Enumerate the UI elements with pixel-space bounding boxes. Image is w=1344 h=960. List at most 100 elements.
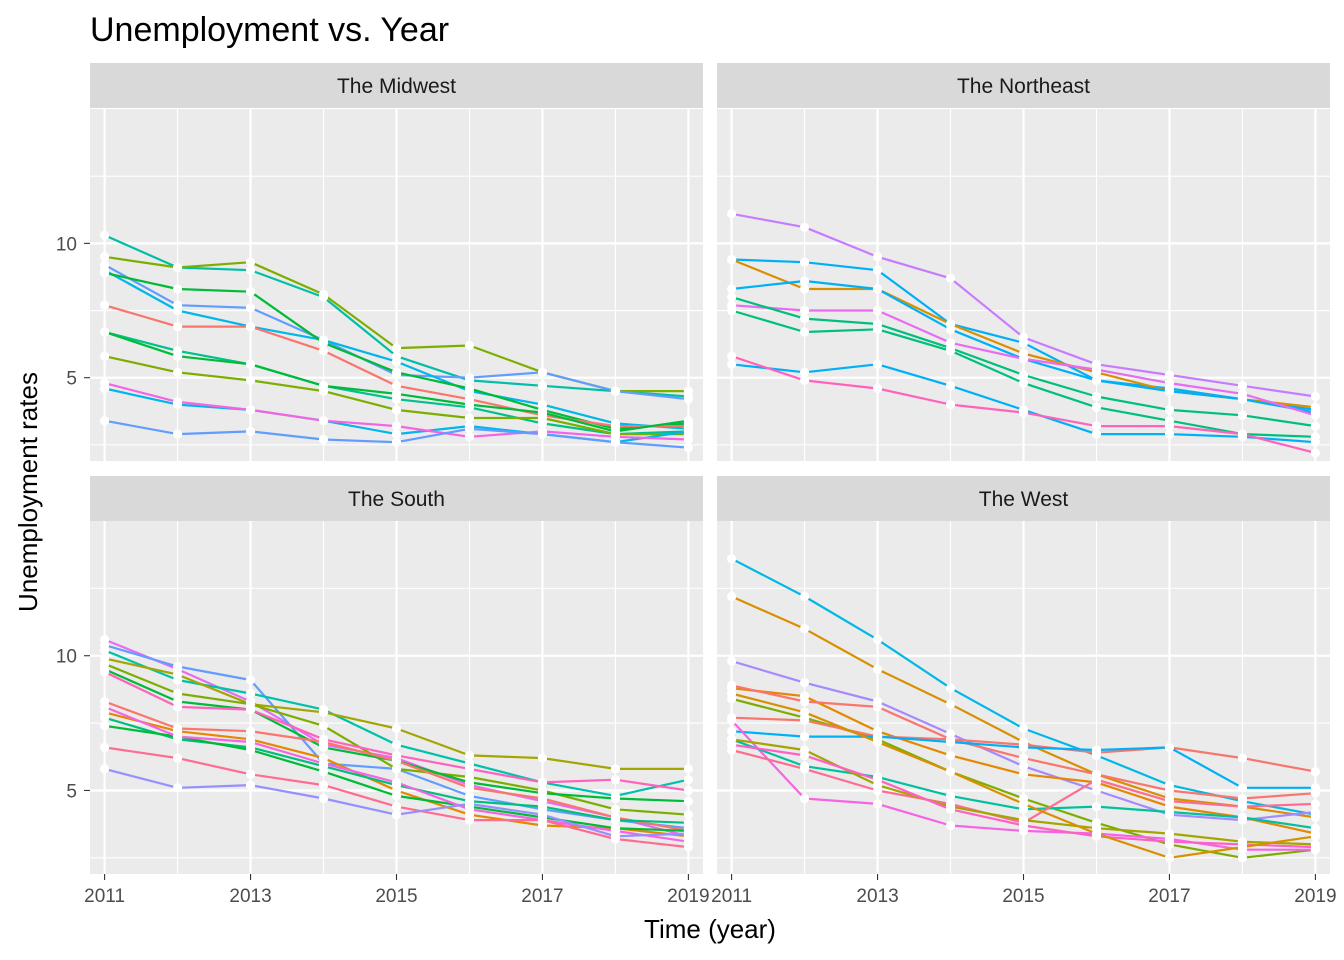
data-point: [683, 764, 694, 774]
data-point: [245, 426, 256, 437]
data-point: [1018, 742, 1029, 752]
data-point: [872, 265, 883, 275]
facet-strip-label: The Northeast: [957, 75, 1090, 98]
data-point: [99, 667, 110, 677]
data-point: [1237, 853, 1248, 863]
data-point: [172, 397, 183, 407]
data-point: [726, 740, 737, 750]
data-point: [99, 327, 110, 337]
data-point: [537, 367, 548, 377]
data-point: [726, 715, 737, 726]
data-point: [172, 262, 183, 273]
data-point: [1091, 375, 1102, 385]
x-tick-label: 2011: [711, 886, 752, 907]
data-point: [318, 416, 329, 426]
data-point: [537, 777, 548, 787]
data-point: [245, 322, 256, 332]
data-point: [726, 254, 737, 265]
data-point: [99, 416, 110, 426]
data-point: [391, 777, 402, 787]
data-point: [245, 303, 256, 313]
data-point: [1091, 365, 1102, 375]
y-tick-label: 5: [66, 781, 77, 802]
data-point: [799, 750, 810, 761]
data-point: [945, 399, 956, 410]
data-point: [1018, 378, 1029, 388]
y-tick-label: 5: [66, 369, 77, 390]
data-point: [1091, 745, 1102, 755]
data-point: [537, 413, 548, 423]
data-point: [1237, 812, 1248, 823]
data-point: [799, 707, 810, 717]
data-point: [464, 413, 475, 423]
data-point: [683, 386, 694, 396]
data-point: [1018, 370, 1029, 380]
data-point: [1237, 793, 1248, 804]
data-point: [1018, 761, 1029, 771]
data-point: [99, 351, 110, 361]
data-point: [245, 265, 256, 275]
data-point: [391, 810, 402, 820]
data-point: [1310, 421, 1321, 431]
data-point: [391, 405, 402, 415]
data-point: [726, 305, 737, 316]
data-point: [683, 842, 694, 852]
data-point: [172, 429, 183, 439]
data-point: [1164, 421, 1175, 431]
data-point: [1310, 831, 1321, 841]
data-point: [945, 791, 956, 801]
data-point: [99, 702, 110, 712]
x-tick-label: 2015: [1002, 886, 1044, 907]
data-point: [1091, 429, 1102, 439]
data-point: [172, 322, 183, 332]
data-point: [391, 356, 402, 367]
data-point: [1018, 753, 1029, 763]
data-point: [799, 591, 810, 602]
facet-panel: The West 2011 2013 2015 2017 2019: [711, 476, 1337, 907]
data-point: [872, 634, 883, 645]
facet-panel: The South 5 10 2011 2013 2015 2017 2019: [56, 476, 710, 907]
data-point: [1310, 807, 1321, 817]
data-point: [1310, 410, 1321, 420]
data-point: [318, 289, 329, 300]
data-point: [391, 764, 402, 774]
data-point: [610, 793, 621, 804]
data-point: [1018, 723, 1029, 734]
data-point: [1164, 742, 1175, 752]
data-point: [464, 373, 475, 383]
data-point: [99, 300, 110, 310]
data-point: [537, 810, 548, 820]
data-point: [1310, 823, 1321, 833]
data-point: [1164, 429, 1175, 439]
data-point: [683, 775, 694, 785]
data-point: [1310, 842, 1321, 852]
data-point: [1237, 381, 1248, 391]
x-axis-title: Time (year): [644, 914, 776, 944]
data-point: [99, 764, 110, 774]
data-point: [1091, 785, 1102, 796]
data-point: [726, 656, 737, 666]
data-point: [391, 389, 402, 399]
data-point: [1310, 448, 1321, 458]
facet-panels: The Midwest 5 10 The Northeast The South 5 10 2…: [56, 63, 1337, 907]
data-point: [464, 764, 475, 774]
data-point: [464, 783, 475, 793]
data-point: [172, 661, 183, 672]
data-point: [683, 426, 694, 437]
data-point: [610, 804, 621, 814]
data-point: [799, 305, 810, 316]
data-point: [799, 793, 810, 804]
data-point: [318, 346, 329, 356]
x-tick-label: 2013: [229, 886, 271, 907]
data-point: [1164, 837, 1175, 847]
data-point: [245, 675, 256, 685]
data-point: [245, 375, 256, 385]
data-point: [1310, 783, 1321, 793]
data-point: [391, 429, 402, 439]
facet-strip-label: The West: [979, 488, 1069, 511]
x-tick-label: 2011: [84, 886, 125, 907]
data-point: [683, 416, 694, 426]
data-point: [726, 591, 737, 602]
data-point: [726, 726, 737, 736]
data-point: [799, 715, 810, 726]
